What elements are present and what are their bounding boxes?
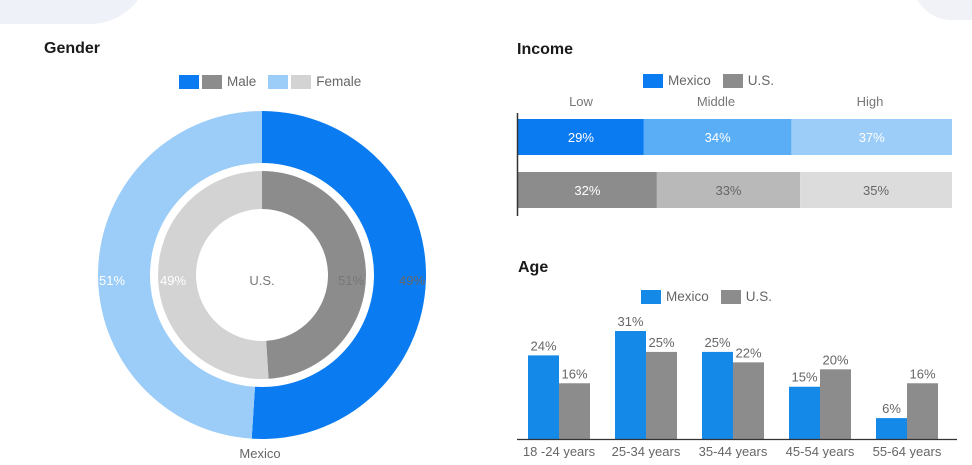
age-bar-chart: 24% 16% 18 -24 years 31% 25% 25-34 years 25% 22… bbox=[517, 314, 957, 458]
us-income-data-label: 35% bbox=[863, 183, 889, 198]
income-title: Income bbox=[517, 41, 574, 58]
us-age-bar bbox=[646, 351, 677, 439]
income-category-label: High bbox=[857, 94, 884, 109]
mexico-income-segment bbox=[643, 119, 792, 155]
legend-swatch-mexico bbox=[643, 73, 663, 88]
mexico-age-data-label: 6% bbox=[882, 401, 901, 416]
us-income-segment bbox=[518, 172, 657, 208]
us-age-data-label: 22% bbox=[735, 345, 761, 360]
mexico-income-data-label: 34% bbox=[705, 130, 731, 145]
age-category-label: 55-64 years bbox=[873, 444, 942, 458]
age-category-label: 18 -24 years bbox=[523, 444, 596, 458]
age-category-label: 45-54 years bbox=[786, 444, 855, 458]
age-category-label: 25-34 years bbox=[612, 444, 681, 458]
us-age-data-label: 25% bbox=[648, 335, 674, 350]
legend-swatch-us-male bbox=[202, 74, 222, 89]
us-income-data-label: 32% bbox=[574, 183, 600, 198]
age-category-label: 35-44 years bbox=[699, 444, 768, 458]
mexico-age-bar bbox=[528, 355, 559, 439]
age-title: Age bbox=[518, 259, 549, 276]
mexico-income-data-label: 29% bbox=[568, 130, 594, 145]
legend-swatch-mexico-female bbox=[268, 74, 289, 89]
mexico-age-data-label: 31% bbox=[617, 314, 643, 329]
us-income-segment bbox=[800, 172, 952, 208]
background-decoration bbox=[912, 0, 972, 20]
us-age-data-label: 16% bbox=[561, 366, 587, 381]
income-category-label: Middle bbox=[697, 94, 735, 109]
mexico-female-slice bbox=[98, 111, 262, 439]
mexico-age-bar bbox=[876, 418, 907, 439]
us-income-segment bbox=[656, 172, 801, 208]
legend-label-male: Male bbox=[227, 74, 257, 89]
mexico-male-slice bbox=[251, 111, 427, 439]
us-age-data-label: 16% bbox=[909, 366, 935, 381]
mexico-female-data-label: 49% bbox=[399, 273, 425, 288]
donut-outer-label: Mexico bbox=[239, 446, 280, 461]
us-female-data-label: 51% bbox=[338, 273, 364, 288]
us-male-slice bbox=[262, 171, 366, 379]
mexico-age-bar bbox=[615, 331, 646, 439]
income-legend: Mexico U.S. bbox=[643, 73, 786, 88]
us-female-slice bbox=[157, 171, 269, 379]
legend-label-us: U.S. bbox=[745, 289, 773, 304]
income-category-label: Low bbox=[569, 94, 593, 109]
donut-center-label: U.S. bbox=[249, 273, 274, 288]
mexico-income-data-label: 37% bbox=[859, 130, 885, 145]
legend-label-us: U.S. bbox=[747, 73, 775, 88]
mexico-age-bar bbox=[789, 386, 820, 439]
income-stacked-bar-chart: Low Middle High 29% 34% 37% 32% 33% 35% bbox=[516, 94, 952, 216]
mexico-age-bar bbox=[702, 351, 733, 439]
us-age-data-label: 20% bbox=[822, 352, 848, 367]
mexico-income-segment bbox=[518, 119, 644, 155]
legend-label-mexico: Mexico bbox=[668, 73, 711, 88]
us-male-data-label: 49% bbox=[160, 273, 186, 288]
gender-title: Gender bbox=[44, 40, 101, 57]
mexico-age-data-label: 24% bbox=[530, 338, 556, 353]
us-age-bar bbox=[559, 383, 590, 439]
mexico-age-data-label: 15% bbox=[791, 370, 817, 385]
legend-swatch-mexico bbox=[641, 289, 661, 304]
gender-legend: Male Female bbox=[179, 74, 373, 89]
gender-donut-chart: U.S. Mexico 51% 49% 49% 51% bbox=[98, 111, 427, 461]
background-decoration bbox=[0, 0, 150, 24]
legend-swatch-us bbox=[720, 289, 741, 304]
mexico-income-segment bbox=[791, 119, 952, 155]
age-legend: Mexico U.S. bbox=[641, 289, 784, 304]
legend-swatch-us bbox=[722, 73, 743, 88]
us-age-bar bbox=[733, 362, 764, 439]
legend-swatch-mexico-male bbox=[179, 74, 199, 89]
legend-label-mexico: Mexico bbox=[666, 289, 709, 304]
legend-swatch-us-female bbox=[291, 74, 312, 89]
us-age-bar bbox=[907, 383, 938, 439]
us-age-bar bbox=[820, 369, 851, 439]
legend-label-female: Female bbox=[316, 74, 362, 89]
mexico-male-data-label: 51% bbox=[99, 273, 125, 288]
mexico-age-data-label: 25% bbox=[704, 335, 730, 350]
us-income-data-label: 33% bbox=[715, 183, 741, 198]
